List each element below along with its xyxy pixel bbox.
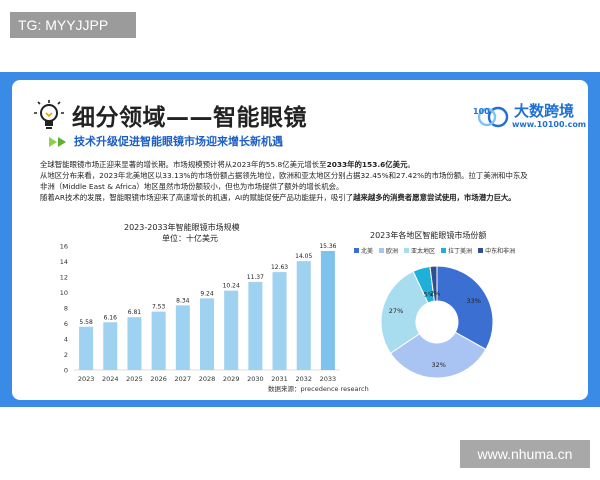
y-tick-label: 4 xyxy=(64,336,68,344)
slide-frame: 细分领域——智能眼镜 100 大数跨境 www.10100.com 技术升级促进… xyxy=(0,72,600,407)
brand-logo-icon: 100 xyxy=(473,106,509,128)
bar xyxy=(175,305,190,370)
y-tick-label: 16 xyxy=(60,243,68,251)
legend-label: 北美 xyxy=(361,248,374,255)
bar xyxy=(199,298,215,370)
x-tick-label: 2032 xyxy=(295,375,312,383)
data-source: 数据来源：precedence research xyxy=(268,385,369,393)
watermark-bottom: www.nhuma.cn xyxy=(460,440,590,468)
y-tick-label: 2 xyxy=(64,351,68,359)
pie-chart-title: 2023年各地区智能眼镜市场份额 xyxy=(370,231,487,240)
legend-label: 亚太地区 xyxy=(411,248,436,255)
legend-swatch xyxy=(404,248,410,253)
lightbulb-icon xyxy=(34,100,64,129)
pie-slice xyxy=(429,265,438,302)
bar xyxy=(224,290,239,370)
slide: 细分领域——智能眼镜 100 大数跨境 www.10100.com 技术升级促进… xyxy=(12,80,588,400)
bar xyxy=(248,281,263,370)
pie-legend: 北美 欧洲 亚太地区 拉丁美洲 中东和非洲 xyxy=(354,246,521,255)
bar xyxy=(296,261,311,370)
legend-swatch xyxy=(354,248,359,253)
x-tick-label: 2023 xyxy=(78,375,95,383)
legend-item: 拉丁美洲 xyxy=(441,246,472,255)
y-tick-label: 0 xyxy=(64,367,68,375)
double-arrow-icon xyxy=(49,137,66,147)
pie-slice-label: 2% xyxy=(430,290,440,298)
legend-item: 欧洲 xyxy=(379,246,398,255)
pie-slice-label: 27% xyxy=(389,307,403,315)
y-tick-label: 10 xyxy=(60,289,68,297)
bar-value-label: 5.58 xyxy=(79,319,93,326)
bar xyxy=(151,311,166,370)
legend-item: 北美 xyxy=(354,246,373,255)
x-tick-label: 2026 xyxy=(150,375,167,383)
pie-slice xyxy=(380,270,429,354)
paragraph-text: 随着AR技术的发展，智能眼镜市场迎来了高速增长的机遇，AI的赋能促使产品功能提升… xyxy=(40,193,354,202)
bar-chart-title: 2023-2033年智能眼镜市场规模 xyxy=(124,223,240,232)
x-tick-label: 2025 xyxy=(126,375,143,383)
y-tick-label: 8 xyxy=(64,305,68,313)
x-tick-label: 2031 xyxy=(271,375,288,383)
bar-chart-unit: 单位：十亿美元 xyxy=(162,234,218,243)
pie-slice-label: 5% xyxy=(424,291,434,299)
bar xyxy=(320,250,335,370)
paragraph-ar-tech: 随着AR技术的发展，智能眼镜市场迎来了高速增长的机遇，AI的赋能促使产品功能提升… xyxy=(40,192,580,203)
pie-slice xyxy=(389,331,487,379)
bar-value-label: 11.37 xyxy=(247,274,264,281)
bar-value-label: 8.34 xyxy=(176,297,190,304)
watermark-top: TG: MYYJJPP xyxy=(10,12,136,38)
brand-logo-text: 大数跨境 xyxy=(514,102,575,120)
paragraph-text: 全球智能眼镜市场正迎来显著的增长期。市场规模预计将从2023年的55.8亿美元增… xyxy=(40,160,327,169)
legend-item: 亚太地区 xyxy=(404,246,435,255)
bar-chart: 0 2 4 6 8 10 12 14 16 5.58 2023 6.16 2024 6.81 2025 7.5… xyxy=(60,243,340,383)
slide-subtitle: 技术升级促进智能眼镜市场迎来增长新机遇 xyxy=(74,135,283,148)
pie-slice-label: 33% xyxy=(466,297,480,305)
legend-label: 中东和非洲 xyxy=(485,248,516,255)
x-tick-label: 2033 xyxy=(320,375,337,383)
paragraph-market-growth: 全球智能眼镜市场正迎来显著的增长期。市场规模预计将从2023年的55.8亿美元增… xyxy=(40,159,580,170)
highlight-text: 越来越多的消费者愿意尝试使用，市场潜力巨大。 xyxy=(353,193,516,202)
bar-value-label: 9.24 xyxy=(200,290,214,297)
paragraph-regional-cont: 非洲（Middle East & Africa）地区虽然市场份额较小，但也为市场… xyxy=(40,182,344,191)
legend-swatch xyxy=(441,248,447,253)
x-tick-label: 2030 xyxy=(247,375,264,383)
pie-slice xyxy=(436,265,494,351)
bar xyxy=(79,326,94,370)
pie-chart: 33% 32% 27% 5%2% xyxy=(380,265,494,379)
legend-label: 欧洲 xyxy=(386,248,399,255)
legend-swatch xyxy=(379,248,385,253)
bar-value-label: 15.36 xyxy=(319,243,336,250)
bar-value-label: 10.24 xyxy=(223,283,240,290)
bar-value-label: 6.16 xyxy=(104,314,118,321)
brand-logo-url: www.10100.com xyxy=(512,120,587,129)
paragraph-regional: 从地区分布来看，2023年北美地区以33.13%的市场份额占据领先地位，欧洲和亚… xyxy=(40,171,528,180)
y-tick-label: 6 xyxy=(64,320,68,328)
bar xyxy=(103,322,118,370)
paragraph-text: 。 xyxy=(407,160,415,169)
legend-label: 拉丁美洲 xyxy=(448,248,473,255)
bar xyxy=(127,317,142,370)
bar-value-label: 7.53 xyxy=(152,304,166,311)
x-tick-label: 2029 xyxy=(223,375,240,383)
legend-swatch xyxy=(478,248,484,253)
logo-mark-text: 100 xyxy=(473,107,490,116)
bar-value-label: 6.81 xyxy=(128,309,142,316)
y-tick-label: 12 xyxy=(60,274,68,282)
bar xyxy=(272,272,287,370)
x-tick-label: 2028 xyxy=(199,375,216,383)
bar-value-label: 14.05 xyxy=(295,253,312,260)
x-tick-label: 2024 xyxy=(102,375,119,383)
slide-title: 细分领域——智能眼镜 xyxy=(72,105,307,131)
legend-item: 中东和非洲 xyxy=(478,246,515,255)
y-tick-label: 14 xyxy=(60,258,68,266)
highlight-text: 2033年的153.6亿美元 xyxy=(326,160,408,169)
pie-slice-label: 32% xyxy=(431,361,445,369)
x-tick-label: 2027 xyxy=(175,375,192,383)
bar-value-label: 12.63 xyxy=(271,264,288,271)
